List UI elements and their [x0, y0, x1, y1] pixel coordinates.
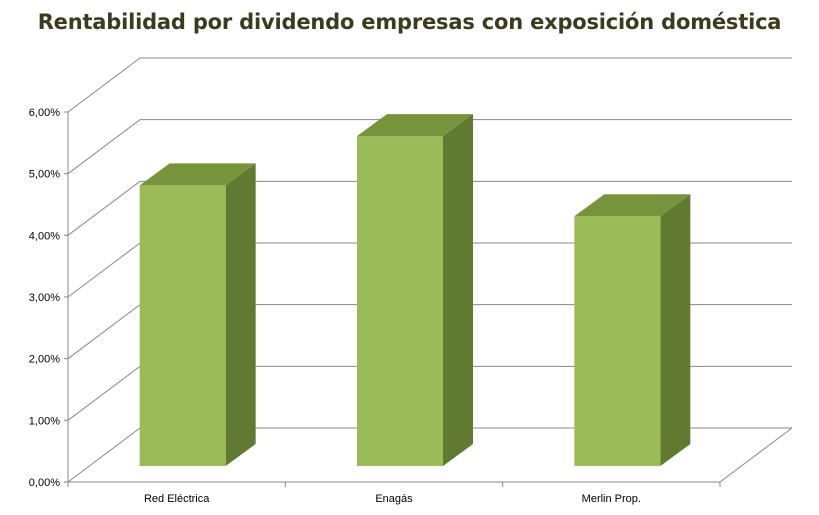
- y-tick-label: 2,00%: [29, 354, 60, 366]
- x-category-label: Enagás: [375, 493, 413, 505]
- bar-side: [443, 114, 473, 466]
- y-tick-label: 1,00%: [29, 415, 60, 427]
- y-tick-label: 3,00%: [29, 292, 60, 304]
- gridline-side: [67, 365, 141, 421]
- gridline-side: [67, 119, 141, 175]
- gridline-side: [67, 180, 141, 236]
- y-tick-label: 5,00%: [29, 169, 60, 181]
- y-tick-label: 4,00%: [29, 230, 60, 242]
- bar: [574, 216, 661, 466]
- x-category-label: Red Eléctrica: [144, 493, 210, 505]
- floor-right-edge: [719, 427, 793, 483]
- bar-top: [574, 194, 691, 217]
- gridline-side: [67, 304, 141, 360]
- y-tick-label: 0,00%: [29, 477, 60, 489]
- bar-side: [660, 194, 691, 466]
- bar-top: [357, 114, 473, 137]
- bar: [357, 136, 443, 467]
- chart-title: Rentabilidad por dividendo empresas con …: [37, 10, 782, 34]
- bar: [139, 185, 226, 466]
- x-category-label: Merlin Prop.: [582, 493, 641, 505]
- gridline-side: [67, 57, 141, 113]
- gridline-side: [67, 242, 141, 298]
- bar-side: [225, 163, 256, 466]
- gridline-side: [67, 427, 141, 483]
- bar-top: [139, 163, 256, 186]
- y-tick-label: 6,00%: [29, 107, 60, 119]
